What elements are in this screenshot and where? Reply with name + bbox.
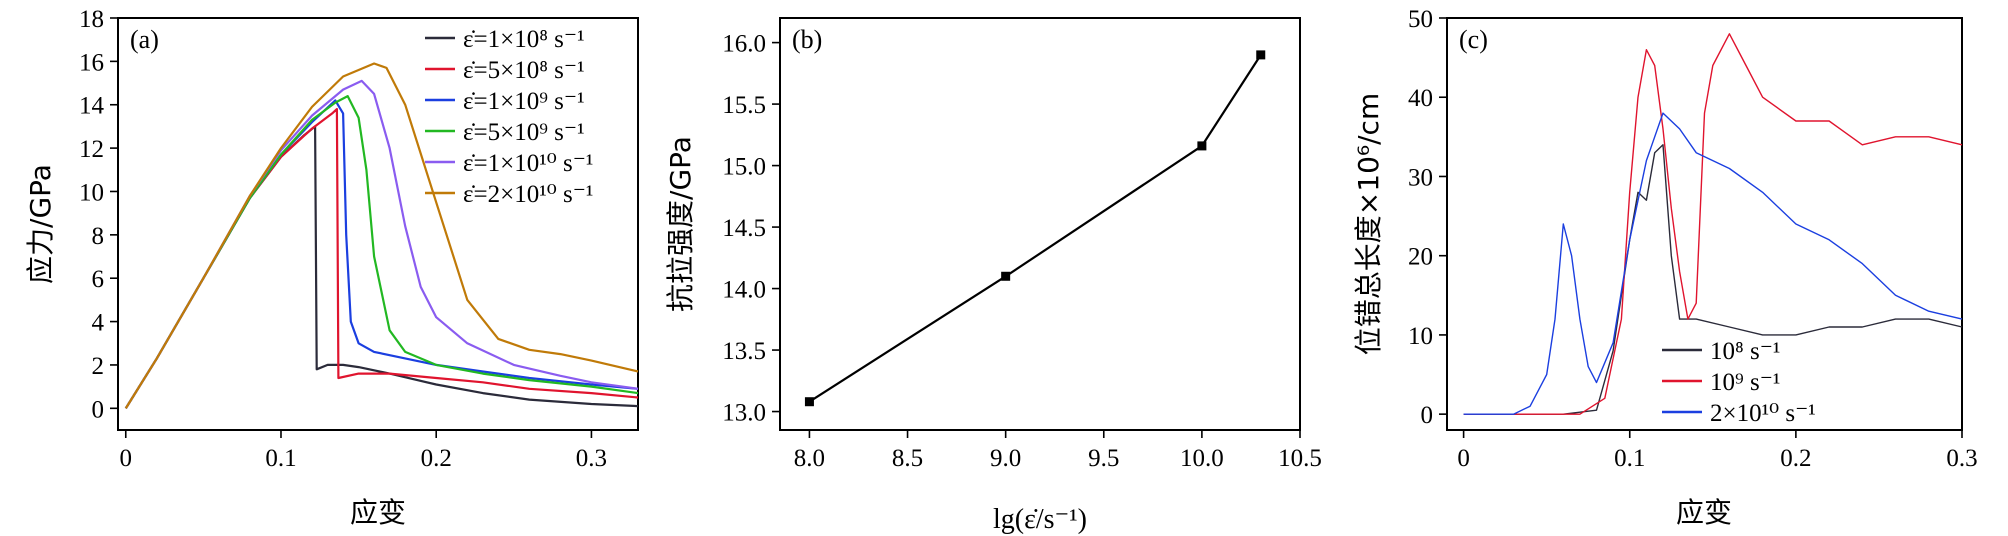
data-point-marker — [1256, 50, 1266, 60]
legend-label: ε̇=2×10¹⁰ s⁻¹ — [463, 181, 593, 208]
y-tick-label: 6 — [92, 266, 105, 293]
panel-b-xlabel: lg(ε̇/s⁻¹) — [993, 504, 1087, 535]
x-tick-label: 0 — [120, 445, 133, 472]
x-tick-label: 0.1 — [1614, 445, 1645, 472]
x-tick-label: 10.0 — [1180, 445, 1224, 472]
panel-a-frame — [117, 17, 639, 431]
y-tick-label: 14.0 — [722, 277, 766, 304]
y-tick-label: 14 — [79, 93, 105, 120]
x-tick-label: 10.5 — [1278, 445, 1322, 472]
y-tick-label: 16 — [79, 49, 104, 76]
legend-label: ε̇=1×10⁹ s⁻¹ — [463, 88, 585, 115]
series-line — [808, 54, 1262, 403]
legend-label: ε̇=5×10⁸ s⁻¹ — [463, 57, 585, 84]
x-tick-label: 0.2 — [421, 445, 452, 472]
x-tick-label: 9.0 — [990, 445, 1021, 472]
y-tick-label: 30 — [1408, 164, 1433, 191]
panel-a-ylabel: 应力/GPa — [24, 164, 57, 284]
x-tick-label: 0.3 — [1946, 445, 1977, 472]
legend-label: 2×10¹⁰ s⁻¹ — [1710, 400, 1816, 427]
y-tick-label: 15.0 — [722, 154, 766, 181]
y-tick-label: 14.5 — [722, 215, 766, 242]
y-tick-label: 8 — [92, 223, 105, 250]
x-tick-label: 0.3 — [576, 445, 607, 472]
legend-label: 10⁸ s⁻¹ — [1710, 338, 1780, 365]
y-tick-label: 4 — [92, 310, 105, 337]
y-tick-label: 13.5 — [722, 338, 766, 365]
x-tick-label: 8.0 — [794, 445, 825, 472]
legend-label: ε̇=1×10⁸ s⁻¹ — [463, 26, 585, 53]
panel-b-ylabel: 抗拉强度/GPa — [664, 136, 697, 312]
series-line — [1463, 144, 1963, 415]
y-tick-label: 18 — [79, 6, 104, 33]
y-tick-label: 10 — [1408, 323, 1433, 350]
series-line — [1463, 112, 1963, 415]
panel-b-frame — [779, 17, 1301, 431]
panel-c-ylabel: 位错总长度×10⁶/cm — [1352, 93, 1385, 355]
data-point-marker — [804, 397, 814, 407]
panel-c-label: (c) — [1459, 25, 1488, 54]
y-tick-label: 12 — [79, 136, 104, 163]
data-point-marker — [1197, 141, 1207, 151]
y-tick-label: 2 — [92, 353, 105, 380]
y-tick-label: 0 — [1421, 402, 1434, 429]
panel-b-label: (b) — [792, 25, 822, 54]
x-tick-label: 0.2 — [1780, 445, 1811, 472]
panel-c-xlabel: 应变 — [1676, 496, 1732, 529]
x-tick-label: 0.1 — [265, 445, 296, 472]
x-tick-label: 0 — [1457, 445, 1470, 472]
series-line — [124, 99, 639, 409]
panel-a: (a) 应变 应力/GPa ε̇=1×10⁸ s⁻¹ ε̇=5×10⁸ s⁻¹ ε̇… — [24, 6, 639, 529]
y-tick-label: 13.0 — [722, 400, 766, 427]
panel-a-xlabel: 应变 — [350, 496, 406, 529]
panel-c-frame — [1446, 17, 1963, 431]
legend-label: ε̇=5×10⁹ s⁻¹ — [463, 119, 585, 146]
panel-a-label: (a) — [130, 25, 159, 54]
panel-c: (c) 应变 位错总长度×10⁶/cm 10⁸ s⁻¹ 10⁹ s⁻¹ 2×10¹⁰… — [1352, 6, 1978, 529]
series-line — [124, 62, 639, 409]
x-tick-label: 9.5 — [1088, 445, 1119, 472]
legend-label: 10⁹ s⁻¹ — [1710, 369, 1780, 396]
y-tick-label: 15.5 — [722, 92, 766, 119]
y-tick-label: 10 — [79, 179, 104, 206]
data-point-marker — [1001, 271, 1011, 281]
y-tick-label: 0 — [92, 396, 105, 423]
y-tick-label: 50 — [1408, 6, 1433, 33]
y-tick-label: 16.0 — [722, 31, 766, 58]
y-tick-label: 20 — [1408, 244, 1433, 271]
y-tick-label: 40 — [1408, 85, 1433, 112]
panel-b: (b) lg(ε̇/s⁻¹) 抗拉强度/GPa 8.0 8.5 9.0 9.5 10.0… — [664, 17, 1322, 535]
series-line — [1463, 33, 1963, 415]
x-tick-label: 8.5 — [892, 445, 923, 472]
legend-label: ε̇=1×10¹⁰ s⁻¹ — [463, 150, 593, 177]
